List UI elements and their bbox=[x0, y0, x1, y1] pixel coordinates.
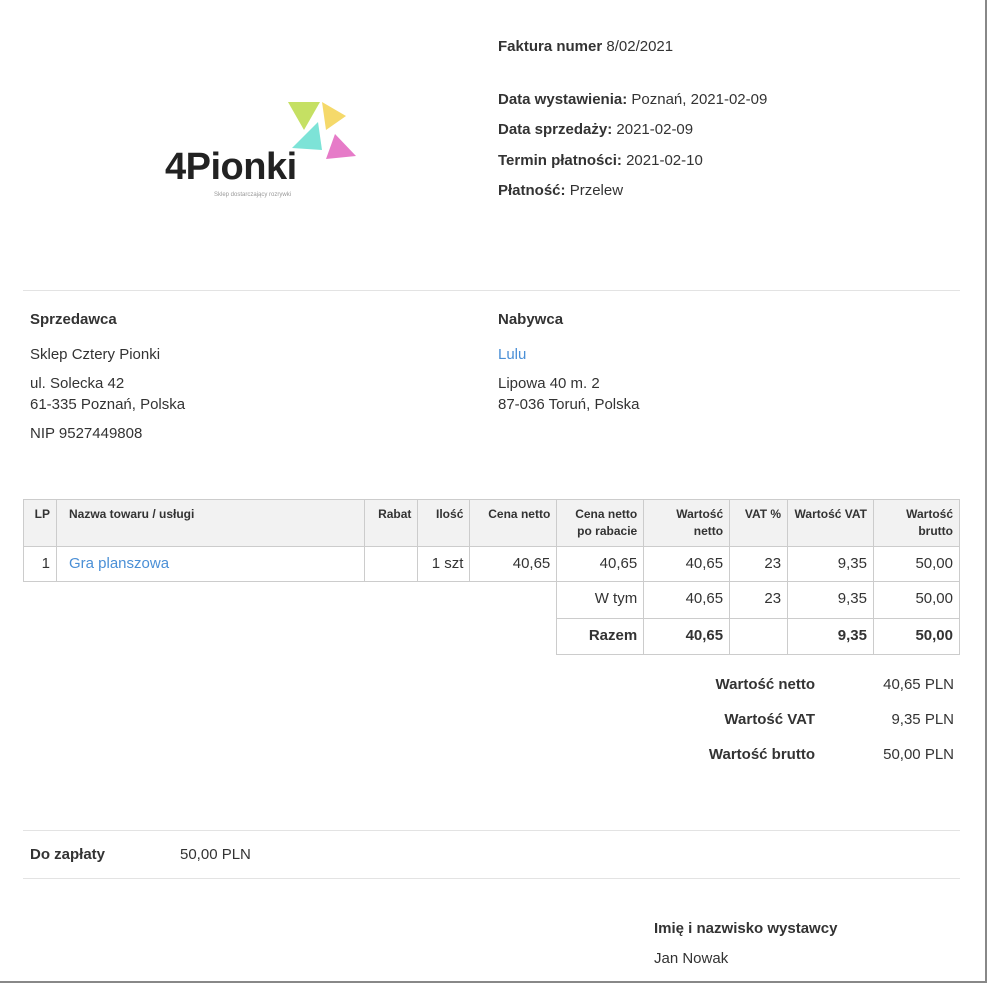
seller-title: Sprzedawca bbox=[30, 311, 117, 328]
due-date: Termin płatności: 2021-02-10 bbox=[498, 152, 703, 169]
total-vat-rate bbox=[729, 618, 789, 655]
breakdown-net: 40,65 bbox=[643, 581, 731, 619]
issue-date: Data wystawienia: Poznań, 2021-02-09 bbox=[498, 91, 767, 108]
value: 2021-02-09 bbox=[616, 121, 694, 138]
value: 2021-02-10 bbox=[626, 152, 703, 169]
label: Płatność: bbox=[498, 182, 566, 199]
divider bbox=[23, 878, 960, 879]
table-row: 1 Gra planszowa 1 szt 40,65 40,65 40,65 … bbox=[23, 546, 961, 582]
divider bbox=[23, 290, 960, 291]
col-gross: Wartość brutto bbox=[872, 499, 961, 547]
seller: Sprzedawca Sklep Cztery Pionki ul. Solec… bbox=[30, 311, 185, 442]
breakdown-label: W tym bbox=[556, 581, 645, 619]
summary-net: 40,65 PLN bbox=[883, 676, 954, 693]
payment-method: Płatność: Przelew bbox=[498, 182, 623, 199]
logo-tagline: Sklep dostarczający rozrywki bbox=[214, 192, 292, 198]
col-name: Nazwa towaru / usługi bbox=[55, 499, 366, 547]
col-vat-rate: VAT % bbox=[729, 499, 789, 547]
col-net: Wartość netto bbox=[643, 499, 731, 547]
logo: 4Pionki Sklep dostarczający rozrywki bbox=[160, 98, 370, 208]
cell-lp: 1 bbox=[23, 546, 57, 582]
summary-gross: 50,00 PLN bbox=[883, 746, 954, 763]
seller-city: 61-335 Poznań, Polska bbox=[30, 396, 186, 413]
col-rabat: Rabat bbox=[364, 499, 419, 547]
breakdown-vat-rate: 23 bbox=[729, 581, 789, 619]
total-net: 40,65 bbox=[643, 618, 731, 655]
col-vat: Wartość VAT bbox=[787, 499, 874, 547]
to-pay-label: Do zapłaty bbox=[30, 846, 106, 863]
value: Przelew bbox=[569, 182, 624, 199]
col-qty: Ilość bbox=[417, 499, 471, 547]
buyer-title: Nabywca bbox=[498, 311, 564, 328]
seller-street: ul. Solecka 42 bbox=[30, 375, 125, 392]
label: Data sprzedaży: bbox=[498, 121, 613, 138]
issuer-name: Jan Nowak bbox=[654, 950, 729, 967]
label: Termin płatności: bbox=[498, 152, 622, 169]
cell-price: 40,65 bbox=[469, 546, 558, 582]
summary-vat-label: Wartość VAT bbox=[724, 711, 815, 728]
items-table: LP Nazwa towaru / usługi Rabat Ilość Cen… bbox=[23, 499, 961, 655]
summary-net-label: Wartość netto bbox=[715, 676, 815, 693]
cell-rabat bbox=[364, 546, 419, 582]
to-pay-value: 50,00 PLN bbox=[180, 846, 251, 863]
cell-vat-rate: 23 bbox=[729, 546, 789, 582]
buyer-name-link[interactable]: Lulu bbox=[498, 346, 527, 363]
sale-date: Data sprzedaży: 2021-02-09 bbox=[498, 121, 693, 138]
cell-gross: 50,00 bbox=[872, 546, 961, 582]
summary-gross-label: Wartość brutto bbox=[708, 746, 815, 763]
logo-triangles bbox=[288, 102, 356, 159]
col-price-after: Cena netto po rabacie bbox=[556, 499, 645, 547]
cell-price-after: 40,65 bbox=[556, 546, 645, 582]
table-header: LP Nazwa towaru / usługi Rabat Ilość Cen… bbox=[23, 499, 961, 547]
cell-net: 40,65 bbox=[643, 546, 731, 582]
product-link[interactable]: Gra planszowa bbox=[55, 546, 366, 582]
value: Poznań, 2021-02-09 bbox=[631, 91, 768, 108]
total-gross: 50,00 bbox=[872, 618, 961, 655]
buyer-street: Lipowa 40 m. 2 bbox=[498, 375, 600, 392]
cell-qty: 1 szt bbox=[417, 546, 471, 582]
summary-vat: 9,35 PLN bbox=[891, 711, 954, 728]
invoice-number: Faktura numer 8/02/2021 bbox=[498, 38, 673, 55]
cell-vat: 9,35 bbox=[787, 546, 874, 582]
col-lp: LP bbox=[23, 499, 57, 547]
breakdown-row: W tym 40,65 23 9,35 50,00 bbox=[23, 581, 961, 619]
total-row: Razem 40,65 9,35 50,00 bbox=[24, 618, 961, 655]
label: Faktura numer bbox=[498, 38, 603, 55]
seller-nip: NIP 9527449808 bbox=[30, 425, 143, 442]
total-vat: 9,35 bbox=[787, 618, 874, 655]
breakdown-vat: 9,35 bbox=[787, 581, 874, 619]
col-price: Cena netto bbox=[469, 499, 558, 547]
value: 8/02/2021 bbox=[606, 38, 674, 55]
divider bbox=[23, 830, 960, 831]
buyer-city: 87-036 Toruń, Polska bbox=[498, 396, 640, 413]
issuer-label: Imię i nazwisko wystawcy bbox=[654, 920, 838, 937]
buyer: Nabywca Lulu Lipowa 40 m. 2 87-036 Toruń… bbox=[498, 311, 639, 413]
breakdown-gross: 50,00 bbox=[872, 581, 961, 619]
logo-text: 4Pionki bbox=[165, 146, 297, 188]
seller-name: Sklep Cztery Pionki bbox=[30, 346, 161, 363]
total-label: Razem bbox=[556, 618, 645, 655]
label: Data wystawienia: bbox=[498, 91, 628, 108]
